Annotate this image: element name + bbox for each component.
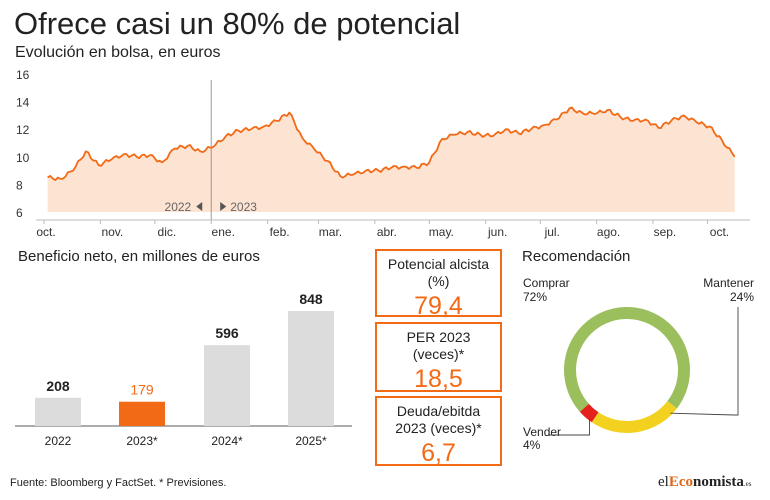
bar-value-label: 848 (299, 291, 323, 307)
kpi-per-label: PER 2023 (veces)* (406, 329, 471, 362)
kpi-potencial-value: 79,4 (414, 292, 463, 320)
kpi-potencial-box: Potencial alcista (%) 79,4 (375, 249, 502, 320)
x-tick-label: nov. (101, 225, 123, 239)
page-title: Ofrece casi un 80% de potencial (14, 6, 461, 41)
price-area (47, 107, 735, 212)
brand-part: .es (743, 480, 752, 488)
x-tick-label: abr. (377, 225, 397, 239)
kpi-potencial-label: Potencial alcista (%) (387, 256, 490, 289)
y-tick-label: 16 (16, 68, 30, 82)
arrow-left-icon (196, 202, 203, 211)
legend-label: Comprar (523, 276, 570, 290)
kpi-deuda-value: 6,7 (421, 439, 456, 467)
bar-category-label: 2022 (45, 434, 72, 448)
bar (288, 311, 334, 426)
y-tick-label: 12 (16, 123, 30, 137)
bar-value-label: 596 (215, 325, 239, 341)
kpi-per-value: 18,5 (414, 365, 463, 393)
legend-label: Vender (523, 425, 561, 439)
x-tick-label: ene. (212, 225, 235, 239)
brand-part: nomista (693, 474, 744, 490)
legend-label: Mantener (703, 276, 754, 290)
x-tick-label: mar. (319, 225, 342, 239)
brand-part: Eco (668, 474, 693, 490)
kpi-deuda-label: Deuda/ebitda 2023 (veces)* (395, 403, 482, 436)
x-tick-label: oct. (36, 225, 55, 239)
y-tick-label: 6 (16, 206, 23, 220)
brand-logo: elEconomista.es (658, 474, 751, 491)
y-tick-label: 14 (16, 96, 30, 110)
legend-value: 72% (523, 290, 547, 304)
arrow-right-icon (220, 202, 227, 211)
price-line (47, 106, 736, 181)
x-tick-label: ago. (597, 225, 620, 239)
x-tick-label: feb. (270, 225, 290, 239)
profit-bar-chart: 208 2022 179 2023* 596 2024* 848 2025* (15, 291, 352, 448)
y-tick-label: 8 (16, 178, 23, 192)
leader-line (670, 307, 739, 416)
x-tick-label: jul. (544, 225, 560, 239)
stock-line-chart: 6 8 10 12 14 16 2022 2023 oct. nov. dic. ene. feb. ma… (16, 68, 750, 239)
bar-value-label: 179 (130, 382, 154, 398)
leader-line (548, 418, 590, 436)
bar-value-label: 208 (46, 378, 70, 394)
bar-category-label: 2025* (295, 434, 327, 448)
bar (119, 401, 165, 426)
donut-slice (579, 403, 599, 423)
donut-slice (564, 307, 690, 412)
legend-value: 24% (730, 290, 754, 304)
bar-category-label: 2023* (126, 434, 158, 448)
bar-chart-title: Beneficio neto, en millones de euros (18, 248, 260, 265)
x-tick-label: jun. (487, 225, 507, 239)
bar-category-label: 2024* (211, 434, 243, 448)
y-tick-label: 10 (16, 151, 30, 165)
source-note: Fuente: Bloomberg y FactSet. * Prevision… (10, 477, 227, 489)
legend-value: 4% (523, 438, 541, 452)
bar (204, 345, 250, 426)
bar (35, 397, 81, 426)
x-tick-label: oct. (710, 225, 729, 239)
x-tick-label: may. (429, 225, 454, 239)
kpi-per-box: PER 2023 (veces)* 18,5 (375, 322, 502, 393)
kpi-deuda-box: Deuda/ebitda 2023 (veces)* 6,7 (375, 396, 502, 467)
year-label-left: 2022 (165, 200, 192, 214)
donut-slice (591, 400, 677, 433)
year-label-right: 2023 (230, 200, 257, 214)
reco-title: Recomendación (522, 248, 631, 265)
brand-part: el (658, 474, 669, 490)
x-tick-label: sep. (654, 225, 677, 239)
chart-subtitle: Evolución en bolsa, en euros (15, 44, 221, 61)
x-tick-label: dic. (158, 225, 177, 239)
